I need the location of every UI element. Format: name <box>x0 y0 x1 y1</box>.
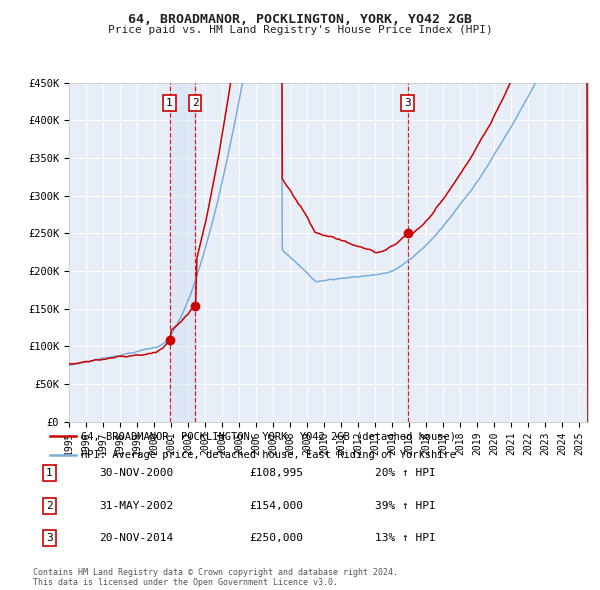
Bar <box>407 83 409 422</box>
Text: 20% ↑ HPI: 20% ↑ HPI <box>375 468 436 478</box>
Text: 39% ↑ HPI: 39% ↑ HPI <box>375 501 436 510</box>
Text: 13% ↑ HPI: 13% ↑ HPI <box>375 533 436 543</box>
Text: HPI: Average price, detached house, East Riding of Yorkshire: HPI: Average price, detached house, East… <box>80 450 455 460</box>
Text: £154,000: £154,000 <box>249 501 303 510</box>
Text: 20-NOV-2014: 20-NOV-2014 <box>99 533 173 543</box>
Text: 64, BROADMANOR, POCKLINGTON, YORK, YO42 2GB (detached house): 64, BROADMANOR, POCKLINGTON, YORK, YO42 … <box>80 431 455 441</box>
Text: 1: 1 <box>46 468 53 478</box>
Text: 64, BROADMANOR, POCKLINGTON, YORK, YO42 2GB: 64, BROADMANOR, POCKLINGTON, YORK, YO42 … <box>128 13 472 26</box>
Text: Price paid vs. HM Land Registry's House Price Index (HPI): Price paid vs. HM Land Registry's House … <box>107 25 493 35</box>
Text: £250,000: £250,000 <box>249 533 303 543</box>
Bar <box>170 83 195 422</box>
Text: £108,995: £108,995 <box>249 468 303 478</box>
Text: 2: 2 <box>46 501 53 510</box>
Text: Contains HM Land Registry data © Crown copyright and database right 2024.
This d: Contains HM Land Registry data © Crown c… <box>33 568 398 587</box>
Text: 31-MAY-2002: 31-MAY-2002 <box>99 501 173 510</box>
Text: 30-NOV-2000: 30-NOV-2000 <box>99 468 173 478</box>
Text: 1: 1 <box>166 98 173 108</box>
Text: 2: 2 <box>192 98 199 108</box>
Text: 3: 3 <box>404 98 411 108</box>
Text: 3: 3 <box>46 533 53 543</box>
